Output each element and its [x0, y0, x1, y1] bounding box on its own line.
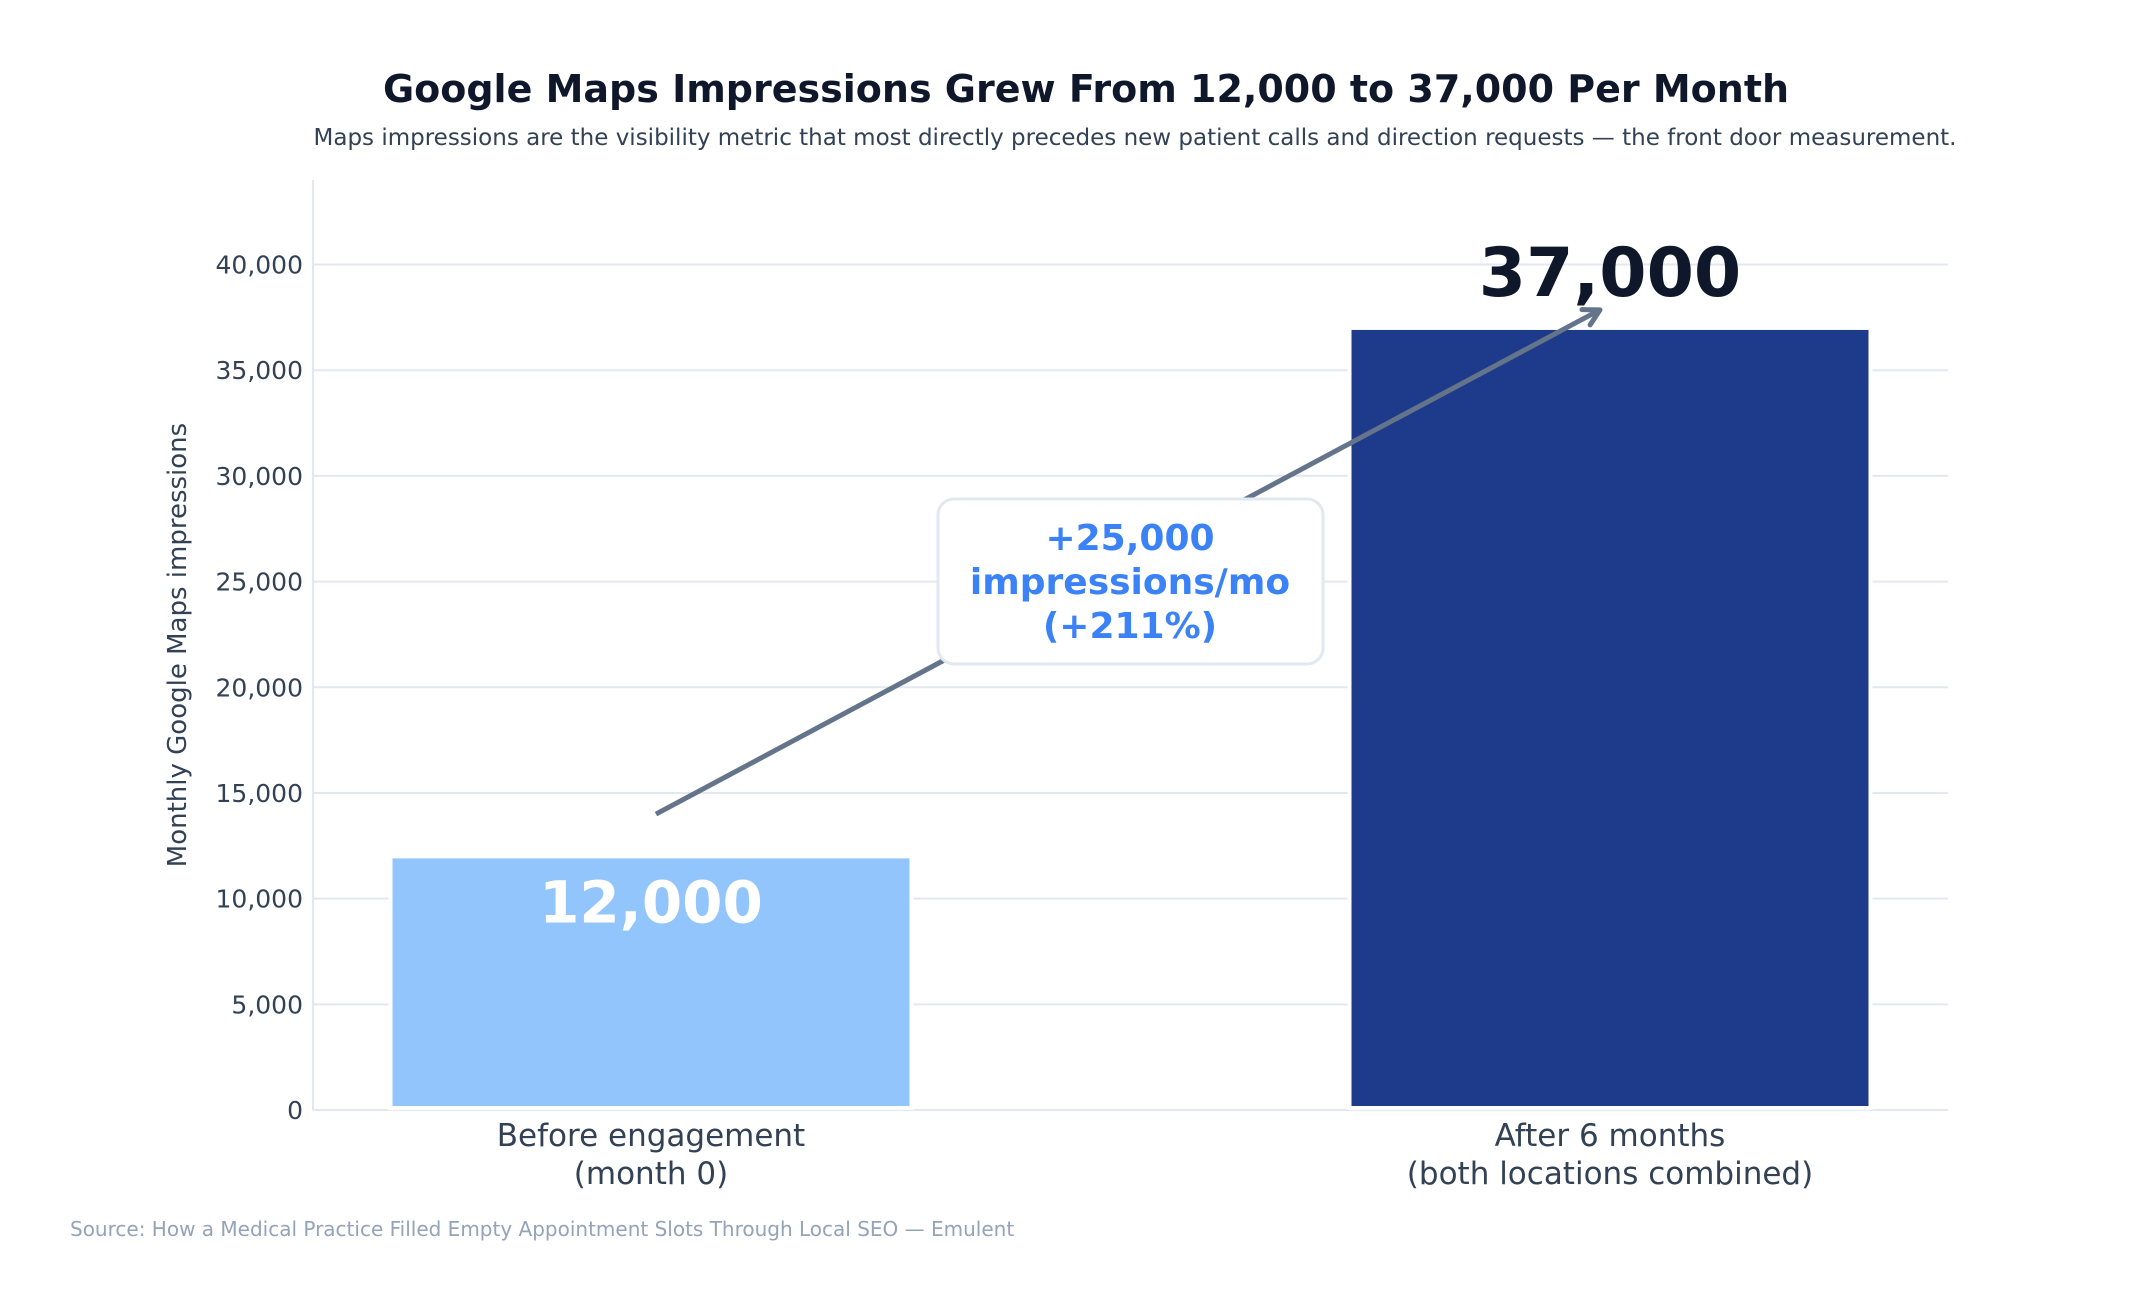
bars: 12,000 37,000 [388, 234, 1873, 1111]
bar [388, 854, 914, 1111]
y-tick-label: 25,000 [216, 568, 303, 597]
y-tick-label: 5,000 [231, 990, 303, 1019]
annotation-text: impressions/mo [970, 562, 1290, 603]
y-tick-label: 0 [287, 1096, 303, 1125]
y-tick-label: 35,000 [216, 356, 303, 385]
x-tick-label: After 6 months [1495, 1118, 1726, 1154]
x-tick-labels: Before engagement(month 0) After 6 months… [497, 1118, 1813, 1192]
bar [1347, 325, 1873, 1111]
annotation-text: +25,000 [1045, 518, 1214, 559]
chart-title: Google Maps Impressions Grew From 12,000… [383, 67, 1789, 111]
y-tick-label: 10,000 [216, 885, 303, 914]
annotation-text: (+211%) [1043, 606, 1217, 647]
x-tick-label: Before engagement [497, 1118, 805, 1154]
arrow-head-icon [1579, 307, 1603, 328]
y-tick-label: 15,000 [216, 779, 303, 808]
chart-subtitle: Maps impressions are the visibility metr… [314, 125, 1957, 151]
y-tick-label: 40,000 [216, 251, 303, 280]
bar-value-label: 37,000 [1479, 234, 1741, 313]
bar-value-label: 12,000 [539, 868, 763, 936]
x-tick-label: (both locations combined) [1407, 1156, 1813, 1192]
annotation-box [936, 497, 1325, 666]
y-axis-label: Monthly Google Maps impressions [163, 423, 193, 867]
y-tick-labels: 0 5,000 10,000 15,000 20,000 25,000 30,000 35,0… [216, 251, 303, 1125]
y-tick-label: 30,000 [216, 462, 303, 491]
source-note: Source: How a Medical Practice Filled Em… [70, 1217, 1014, 1241]
x-tick-label: (month 0) [574, 1156, 728, 1192]
y-tick-label: 20,000 [216, 673, 303, 702]
